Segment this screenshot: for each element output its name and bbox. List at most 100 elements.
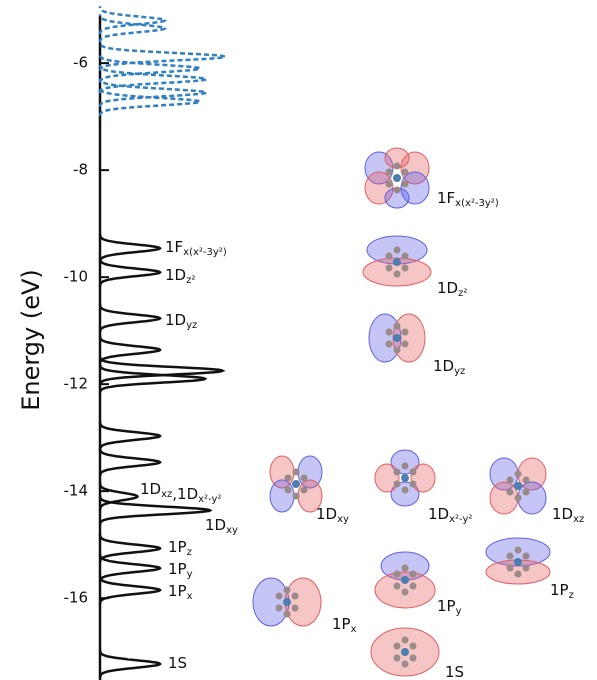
atom — [515, 547, 522, 554]
dos-peak — [100, 55, 200, 83]
label-text: 1D — [165, 266, 186, 284]
atom — [410, 655, 417, 662]
atom — [410, 571, 417, 578]
atom — [285, 487, 292, 494]
orbital-lobe — [490, 482, 518, 514]
atom — [402, 341, 409, 348]
label-text: 1P — [332, 615, 351, 633]
label-subscript: yz — [186, 320, 197, 331]
atom — [394, 469, 401, 476]
label-subscript: z² — [186, 275, 195, 286]
atom — [401, 648, 409, 656]
orbital-label: 1Dxz — [552, 505, 584, 526]
atom — [394, 347, 401, 354]
label-text: 1F — [437, 189, 455, 207]
label-subscript: x — [351, 624, 357, 635]
orbital — [369, 314, 425, 362]
atom — [293, 493, 300, 500]
atom — [293, 469, 300, 476]
atom — [276, 605, 283, 612]
peak-label: 1Dyz — [165, 311, 197, 332]
dos-peak — [100, 554, 160, 582]
y-tick-label: -6 — [73, 54, 88, 72]
orbital — [490, 458, 546, 514]
dos-peak — [100, 422, 160, 450]
atom — [402, 265, 409, 272]
label-subscript: xy — [226, 525, 238, 536]
atom — [523, 553, 530, 560]
label-text: 1S — [168, 654, 187, 672]
atom — [401, 474, 409, 482]
atom — [402, 589, 409, 596]
atom — [386, 329, 393, 336]
atom — [394, 247, 401, 254]
atom — [393, 258, 401, 266]
atom — [394, 583, 401, 590]
peak-label: 1Px — [168, 582, 193, 603]
atom — [402, 661, 409, 668]
label-text: 1P — [168, 560, 187, 578]
atom — [507, 489, 514, 496]
dos-peak — [100, 43, 225, 71]
atom — [393, 334, 401, 342]
label-subscript: xy — [337, 514, 349, 525]
label-text: 1D — [428, 505, 449, 523]
atom — [386, 253, 393, 260]
dos-peak — [100, 448, 160, 476]
atom — [301, 487, 308, 494]
atom — [386, 169, 393, 176]
atom — [402, 169, 409, 176]
atom — [523, 565, 530, 572]
atom — [394, 571, 401, 578]
orbital — [486, 538, 550, 584]
atom — [292, 593, 299, 600]
peak-label: 1Dxy — [205, 516, 238, 537]
label-subscript: yz — [454, 366, 465, 377]
atom — [283, 598, 291, 606]
label-subscript: y — [456, 606, 462, 617]
atom — [386, 265, 393, 272]
label-text: 1P — [168, 582, 187, 600]
atom — [507, 553, 514, 560]
orbital-label: 1S — [445, 663, 464, 680]
dos-peak — [100, 88, 200, 116]
dos-peak — [100, 576, 160, 604]
atom — [523, 477, 530, 484]
peak-label: 1S — [168, 654, 187, 672]
atom — [515, 495, 522, 502]
peak-label: 1Py — [168, 560, 193, 581]
atom — [284, 587, 291, 594]
label-text: 1F — [165, 238, 183, 256]
label-subscript: z² — [458, 288, 467, 299]
dos-peak — [100, 534, 160, 562]
y-tick-label: -16 — [64, 589, 89, 607]
label-subscript: z — [569, 590, 574, 601]
orbital — [371, 628, 439, 676]
atom — [394, 271, 401, 278]
atom — [410, 469, 417, 476]
label-text: 1D — [437, 279, 458, 297]
atom — [402, 565, 409, 572]
orbital-label: 1Px — [332, 615, 357, 636]
orbital — [365, 148, 429, 208]
label-subscript: x²-y² — [198, 494, 221, 505]
atom — [402, 487, 409, 494]
atom — [523, 489, 530, 496]
y-tick-label: -10 — [64, 268, 89, 286]
chart: Energy (eV) -16-14-12-10-8-61Fx(x²-3y²)1… — [0, 0, 597, 680]
orbital-lobe — [411, 464, 435, 492]
atom — [401, 576, 409, 584]
atom — [410, 583, 417, 590]
orbital-lobe — [518, 482, 546, 514]
label-subscript: x²-y² — [449, 514, 472, 525]
atom — [284, 611, 291, 618]
orbital-label: 1Dyz — [433, 357, 465, 378]
atom — [394, 481, 401, 488]
label-text: 1P — [437, 597, 456, 615]
label-subscript: xz — [573, 514, 584, 525]
dos-peak — [100, 79, 206, 107]
dos-peak — [100, 304, 160, 332]
atom — [515, 471, 522, 478]
atom — [393, 174, 401, 182]
orbital-label: 1Pz — [550, 581, 574, 602]
